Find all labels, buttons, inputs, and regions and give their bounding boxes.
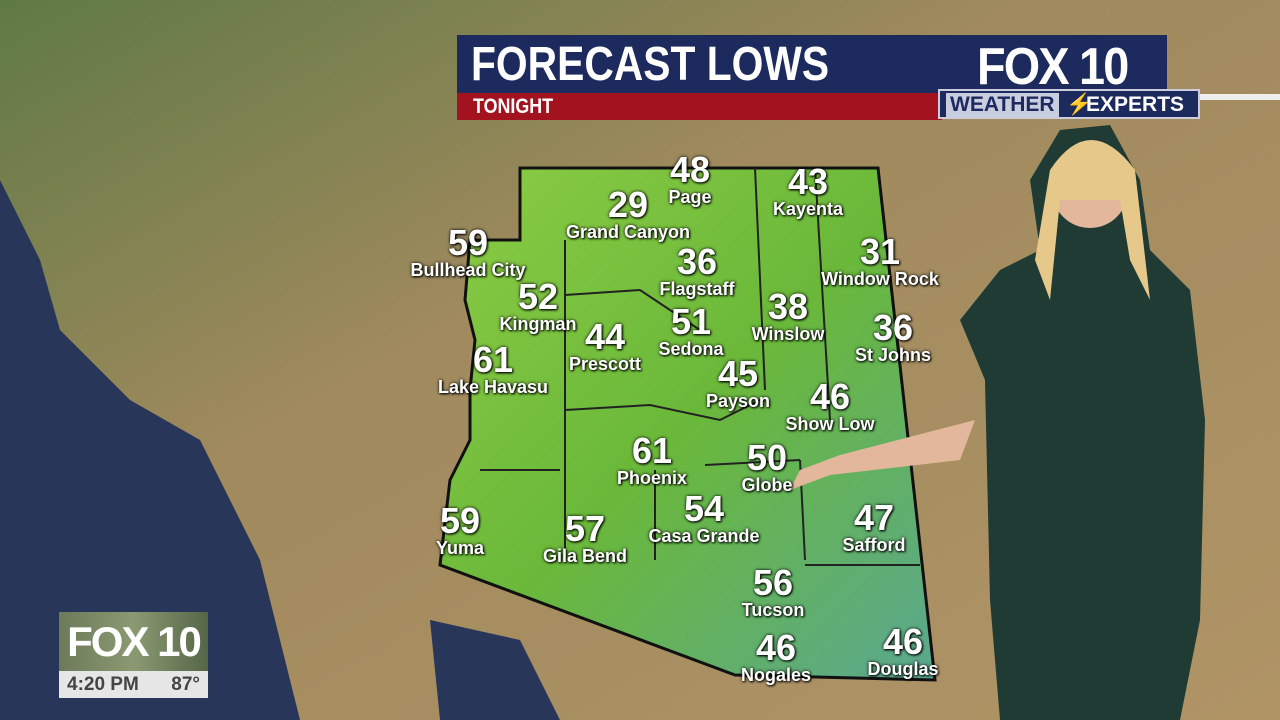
city-label: 43 Kayenta [772,161,844,220]
city-temperature: 45 [717,353,759,394]
city-temperature: 59 [447,222,489,263]
divider [1200,94,1280,100]
city-name: Payson [705,391,771,411]
city-label: 29 Grand Canyon [565,184,691,243]
city-name: Page [668,187,712,207]
city-label: 56 Tucson [741,562,805,621]
city-label: 44 Prescott [568,316,642,375]
pacific-ocean [0,180,300,720]
city-name: Kayenta [772,199,844,219]
bug-logo: FOX 10 [59,612,208,671]
city-label: 61 Lake Havasu [437,339,549,398]
city-label: 36 St Johns [854,307,932,366]
city-label: 52 Kingman [499,276,577,335]
city-temperature: 57 [564,508,606,549]
city-temperature: 52 [517,276,559,317]
city-name: Globe [741,475,793,495]
city-temperature: 36 [872,307,914,348]
city-temperature: 51 [670,301,712,342]
county-lines [480,167,920,566]
city-name: Nogales [740,665,812,685]
city-label: 59 Yuma [435,500,485,559]
tagline-left: WEATHER [946,93,1059,117]
city-name: Phoenix [616,468,688,488]
weather-experts-badge: WEATHER ⚡ EXPERTS [938,89,1200,119]
city-name: Casa Grande [648,526,760,546]
city-name: Douglas [867,659,939,679]
city-name: Kingman [499,314,577,334]
bug-time: 4:20 PM [67,674,139,695]
city-label: 47 Safford [842,497,906,556]
city-name: Bullhead City [410,260,526,280]
presenter-arm [790,420,975,490]
city-temperature: 59 [439,500,481,541]
city-name: Flagstaff [659,279,735,299]
title-banner: FORECAST LOWS FOX 10 TONIGHT [457,35,1167,121]
city-label: 46 Nogales [740,627,812,686]
subtitle-bar: TONIGHT [457,93,942,120]
city-temperature: 46 [755,627,797,668]
city-temperature: 43 [787,161,829,202]
city-name: St Johns [854,345,932,365]
city-name: Gila Bend [542,546,628,566]
city-name: Lake Havasu [437,377,549,397]
subtitle: TONIGHT [473,95,554,118]
city-label: 36 Flagstaff [659,241,735,300]
city-temperature: 44 [584,316,626,357]
station-bug: FOX 10 4:20 PM 87° [59,612,208,698]
city-label: 50 Globe [741,437,793,496]
city-temperature: 29 [607,184,649,225]
city-temperature: 46 [882,621,924,662]
gulf-of-california [430,620,560,720]
city-temperature: 61 [631,430,673,471]
tagline-right: EXPERTS [1086,93,1185,116]
city-name: Winslow [751,324,825,344]
city-temperature: 61 [472,339,514,380]
city-name: Window Rock [821,269,939,289]
city-label: 61 Phoenix [616,430,688,489]
city-temperature: 54 [683,488,725,529]
city-label: 46 Show Low [785,376,875,435]
city-label: 45 Payson [705,353,771,412]
city-label: 54 Casa Grande [648,488,760,547]
city-label: 31 Window Rock [821,231,939,290]
title-bar: FORECAST LOWS FOX 10 [457,35,1167,96]
city-name: Show Low [785,414,875,434]
city-temperature: 50 [746,437,788,478]
bug-temperature: 87° [171,674,200,695]
page-title: FORECAST LOWS [471,38,830,91]
city-label: 57 Gila Bend [542,508,628,567]
city-temperature: 36 [676,241,718,282]
fox10-logo: FOX 10 [977,38,1129,96]
city-label: 48 Page [668,149,712,208]
city-temperature: 46 [809,376,851,417]
city-name: Tucson [741,600,805,620]
city-temperature: 47 [853,497,895,538]
city-temperature: 48 [669,149,711,190]
city-name: Yuma [435,538,485,558]
city-name: Grand Canyon [565,222,691,242]
city-label: 59 Bullhead City [410,222,526,281]
city-label: 51 Sedona [658,301,724,360]
city-label: 46 Douglas [867,621,939,680]
city-temperature: 38 [767,286,809,327]
city-name: Prescott [568,354,642,374]
city-temperature: 31 [859,231,901,272]
lightning-bolt-icon: ⚡ [1066,93,1093,116]
city-temperature: 56 [752,562,794,603]
arizona-state [438,166,937,682]
city-name: Sedona [658,339,724,359]
city-label: 38 Winslow [751,286,825,345]
city-name: Safford [842,535,906,555]
